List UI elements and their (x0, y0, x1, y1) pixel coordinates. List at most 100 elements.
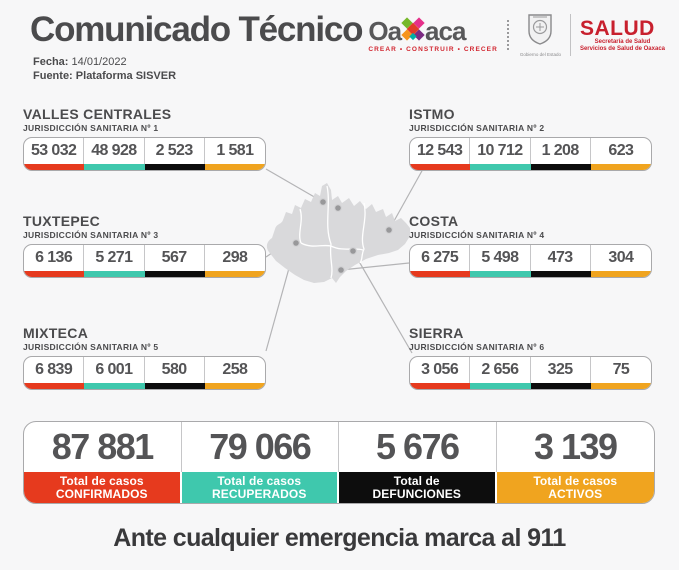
state-silhouette (266, 183, 410, 283)
oaxaca-logo: Oa aca CREAR • CONSTRUIR • CRECER (368, 17, 498, 53)
vertical-divider (569, 14, 571, 56)
recovered-bar (470, 383, 531, 389)
recovered-count: 48 928 (84, 138, 145, 164)
region-jurisdiction: JURISDICCIÓN SANITARIA Nº 4 (409, 230, 545, 240)
district-dots (292, 198, 394, 275)
region-jurisdiction: JURISDICCIÓN SANITARIA Nº 1 (23, 123, 159, 133)
stat-cell-recovered: 10 712 (470, 138, 531, 170)
region-name: SIERRA (409, 325, 464, 341)
stat-cell-deaths: 2 523 (144, 138, 205, 170)
confirmed-count: 3 056 (410, 357, 471, 383)
deaths-count: 2 523 (145, 138, 205, 164)
deaths-count: 325 (531, 357, 591, 383)
region-jurisdiction: JURISDICCIÓN SANITARIA Nº 5 (23, 342, 159, 352)
total-confirmed-label: Total de casos CONFIRMADOS (24, 472, 182, 503)
crest-caption: Gobierno del Estado (519, 52, 561, 57)
recovered-count: 5 271 (84, 245, 145, 271)
deaths-count: 567 (145, 245, 205, 271)
active-count: 623 (608, 142, 634, 159)
active-bar (590, 383, 651, 389)
leader-lines (265, 168, 424, 354)
header-meta: Fecha: 14/01/2022 Fuente: Plataforma SIS… (33, 55, 176, 83)
salud-subtitle-2: Servicios de Salud de Oaxaca (579, 45, 665, 52)
region-valles-centrales: VALLES CENTRALES JURISDICCIÓN SANITARIA … (23, 106, 266, 171)
stat-cell-deaths: 1 208 (530, 138, 591, 170)
region-name: COSTA (409, 213, 459, 229)
total-confirmed: 87 881 Total de casos CONFIRMADOS (24, 422, 182, 503)
stat-cell-active: 304 (590, 245, 651, 277)
label-line-2: ACTIVOS (548, 486, 603, 501)
confirmed-count: 53 032 (24, 138, 85, 164)
stat-cell-confirmed: 53 032 (24, 138, 85, 170)
recovered-count: 10 712 (470, 138, 531, 164)
deaths-bar (530, 271, 591, 277)
stat-cell-confirmed: 6 275 (410, 245, 471, 277)
label-line-2: CONFIRMADOS (55, 486, 148, 501)
confirmed-count: 12 543 (410, 138, 471, 164)
region-stats-box: 6 136 5 271 567 298 (23, 244, 266, 278)
total-deaths: 5 676 Total de DEFUNCIONES (339, 422, 497, 503)
stat-cell-active: 298 (204, 245, 265, 277)
region-stats-box: 12 543 10 712 1 208 623 (409, 137, 652, 171)
active-count: 258 (222, 361, 248, 378)
region-stats-box: 53 032 48 928 2 523 1 581 (23, 137, 266, 171)
salud-logo: SALUD Secretaría de Salud Servicios de S… (580, 18, 665, 53)
deaths-bar (144, 271, 205, 277)
stat-cell-confirmed: 12 543 (410, 138, 471, 170)
deaths-count: 1 208 (531, 138, 591, 164)
region-tuxtepec: TUXTEPEC JURISDICCIÓN SANITARIA Nº 3 6 1… (23, 213, 266, 278)
stat-cell-recovered: 5 498 (470, 245, 531, 277)
date-label: Fecha: (33, 56, 69, 68)
confirmed-bar (410, 164, 471, 170)
active-bar (204, 383, 265, 389)
region-mixteca: MIXTECA JURISDICCIÓN SANITARIA Nº 5 6 83… (23, 325, 266, 390)
total-active-value: 3 139 (533, 426, 618, 467)
oaxaca-tagline: CREAR • CONSTRUIR • CRECER (368, 46, 498, 53)
active-bar (204, 164, 265, 170)
stat-cell-active: 258 (204, 357, 265, 389)
active-bar (590, 271, 651, 277)
confirmed-bar (24, 271, 85, 277)
district-borders (299, 185, 366, 279)
date-line: Fecha: 14/01/2022 (33, 55, 176, 69)
totals-bar: 87 881 Total de casos CONFIRMADOS 79 066… (23, 421, 655, 504)
stat-cell-confirmed: 6 136 (24, 245, 85, 277)
confirmed-count: 6 275 (410, 245, 471, 271)
total-active-label: Total de casos ACTIVOS (496, 472, 654, 503)
stat-cell-recovered: 5 271 (84, 245, 145, 277)
recovered-bar (84, 164, 145, 170)
region-name: ISTMO (409, 106, 455, 122)
stat-cell-recovered: 6 001 (84, 357, 145, 389)
dotted-separator (506, 20, 511, 50)
source-line: Fuente: Plataforma SISVER (33, 69, 176, 83)
page-title: Comunicado Técnico (30, 10, 364, 49)
confirmed-count: 6 839 (24, 357, 85, 383)
deaths-bar (530, 383, 591, 389)
salud-subtitle-1: Secretaría de Salud (594, 38, 651, 45)
stat-cell-active: 623 (590, 138, 651, 170)
total-recovered-value: 79 066 (182, 422, 339, 472)
deaths-bar (530, 164, 591, 170)
state-crest: Gobierno del Estado (520, 13, 561, 57)
stat-cell-recovered: 48 928 (84, 138, 145, 170)
oaxaca-x-icon (401, 17, 425, 45)
confirmed-count: 6 136 (24, 245, 85, 271)
source-label: Fuente: (33, 70, 73, 82)
stat-cell-recovered: 2 656 (470, 357, 531, 389)
region-jurisdiction: JURISDICCIÓN SANITARIA Nº 3 (23, 230, 159, 240)
confirmed-bar (410, 271, 471, 277)
stat-cell-active: 1 581 (204, 138, 265, 170)
region-name: VALLES CENTRALES (23, 106, 172, 122)
deaths-count: 473 (531, 245, 591, 271)
total-deaths-label: Total de DEFUNCIONES (339, 472, 497, 503)
stat-cell-confirmed: 6 839 (24, 357, 85, 389)
region-stats-box: 3 056 2 656 325 75 (409, 356, 652, 390)
oaxaca-wordmark-prefix: Oa (368, 16, 402, 46)
confirmed-bar (24, 164, 85, 170)
logo-strip: Oa aca CREAR • CONSTRUIR • CRECER (368, 13, 665, 57)
recovered-bar (470, 164, 531, 170)
stat-cell-deaths: 473 (530, 245, 591, 277)
active-count: 298 (222, 249, 248, 266)
region-jurisdiction: JURISDICCIÓN SANITARIA Nº 2 (409, 123, 545, 133)
region-name: TUXTEPEC (23, 213, 101, 229)
